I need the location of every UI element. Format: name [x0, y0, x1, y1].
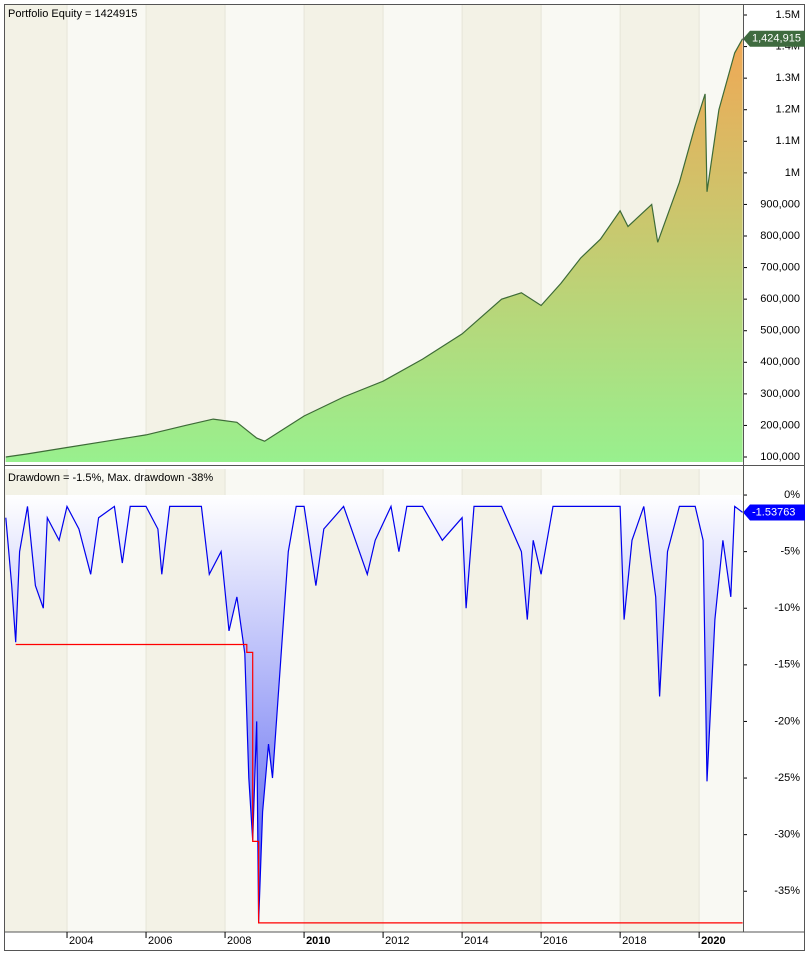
- band: [541, 469, 621, 932]
- y-tick-label: 200,000: [760, 419, 800, 431]
- y-tick-label: -35%: [774, 885, 800, 897]
- x-tick-label: 2008: [227, 935, 251, 947]
- series-line: [15, 643, 743, 924]
- series-line: [5, 504, 743, 923]
- y-tick-label: 800,000: [760, 230, 800, 242]
- y-tick-label: -15%: [774, 659, 800, 671]
- y-tick-label: 1.2M: [776, 104, 800, 116]
- x-tick-label: 2006: [148, 935, 172, 947]
- x-tick-label: 2016: [543, 935, 567, 947]
- last-value-label: 1,424,915: [752, 33, 801, 45]
- band: [5, 5, 68, 462]
- y-tick-label: 100,000: [760, 451, 800, 463]
- y-tick-label: 400,000: [760, 356, 800, 368]
- band: [383, 469, 463, 932]
- y-tick-label: 1.5M: [776, 9, 800, 21]
- area-fill: [5, 38, 743, 462]
- last-value-box: [743, 30, 805, 47]
- y-tick-label: 1M: [785, 167, 800, 179]
- y-tick-label: 500,000: [760, 325, 800, 337]
- y-tick-label: -10%: [774, 602, 800, 614]
- band: [67, 469, 147, 932]
- band: [67, 5, 147, 462]
- last-value-box: [743, 504, 805, 521]
- band: [146, 5, 226, 462]
- area-fill: [5, 495, 743, 923]
- x-tick-label: 2018: [622, 935, 646, 947]
- y-tick-label: -20%: [774, 715, 800, 727]
- x-tick-label: 2020: [701, 935, 725, 947]
- y-tick-label: 700,000: [760, 261, 800, 273]
- y-tick-label: 0%: [784, 489, 800, 501]
- y-tick-label: 1.3M: [776, 72, 800, 84]
- x-tick-label: 2014: [464, 935, 488, 947]
- x-tick-label: 2012: [385, 935, 409, 947]
- y-tick-label: -25%: [774, 772, 800, 784]
- y-tick-label: 300,000: [760, 388, 800, 400]
- y-tick-label: 600,000: [760, 293, 800, 305]
- panel-title: Portfolio Equity = 1424915: [8, 8, 137, 20]
- y-tick-label: -5%: [780, 546, 800, 558]
- y-tick-label: 1.1M: [776, 135, 800, 147]
- y-tick-label: 900,000: [760, 198, 800, 210]
- y-tick-label: -30%: [774, 829, 800, 841]
- last-value-label: -1.53763: [752, 506, 795, 518]
- panel-title: Drawdown = -1.5%, Max. drawdown -38%: [8, 472, 213, 484]
- band: [225, 5, 305, 462]
- x-tick-label: 2004: [69, 935, 93, 947]
- x-tick-label: 2010: [306, 935, 330, 947]
- series-line: [5, 38, 744, 458]
